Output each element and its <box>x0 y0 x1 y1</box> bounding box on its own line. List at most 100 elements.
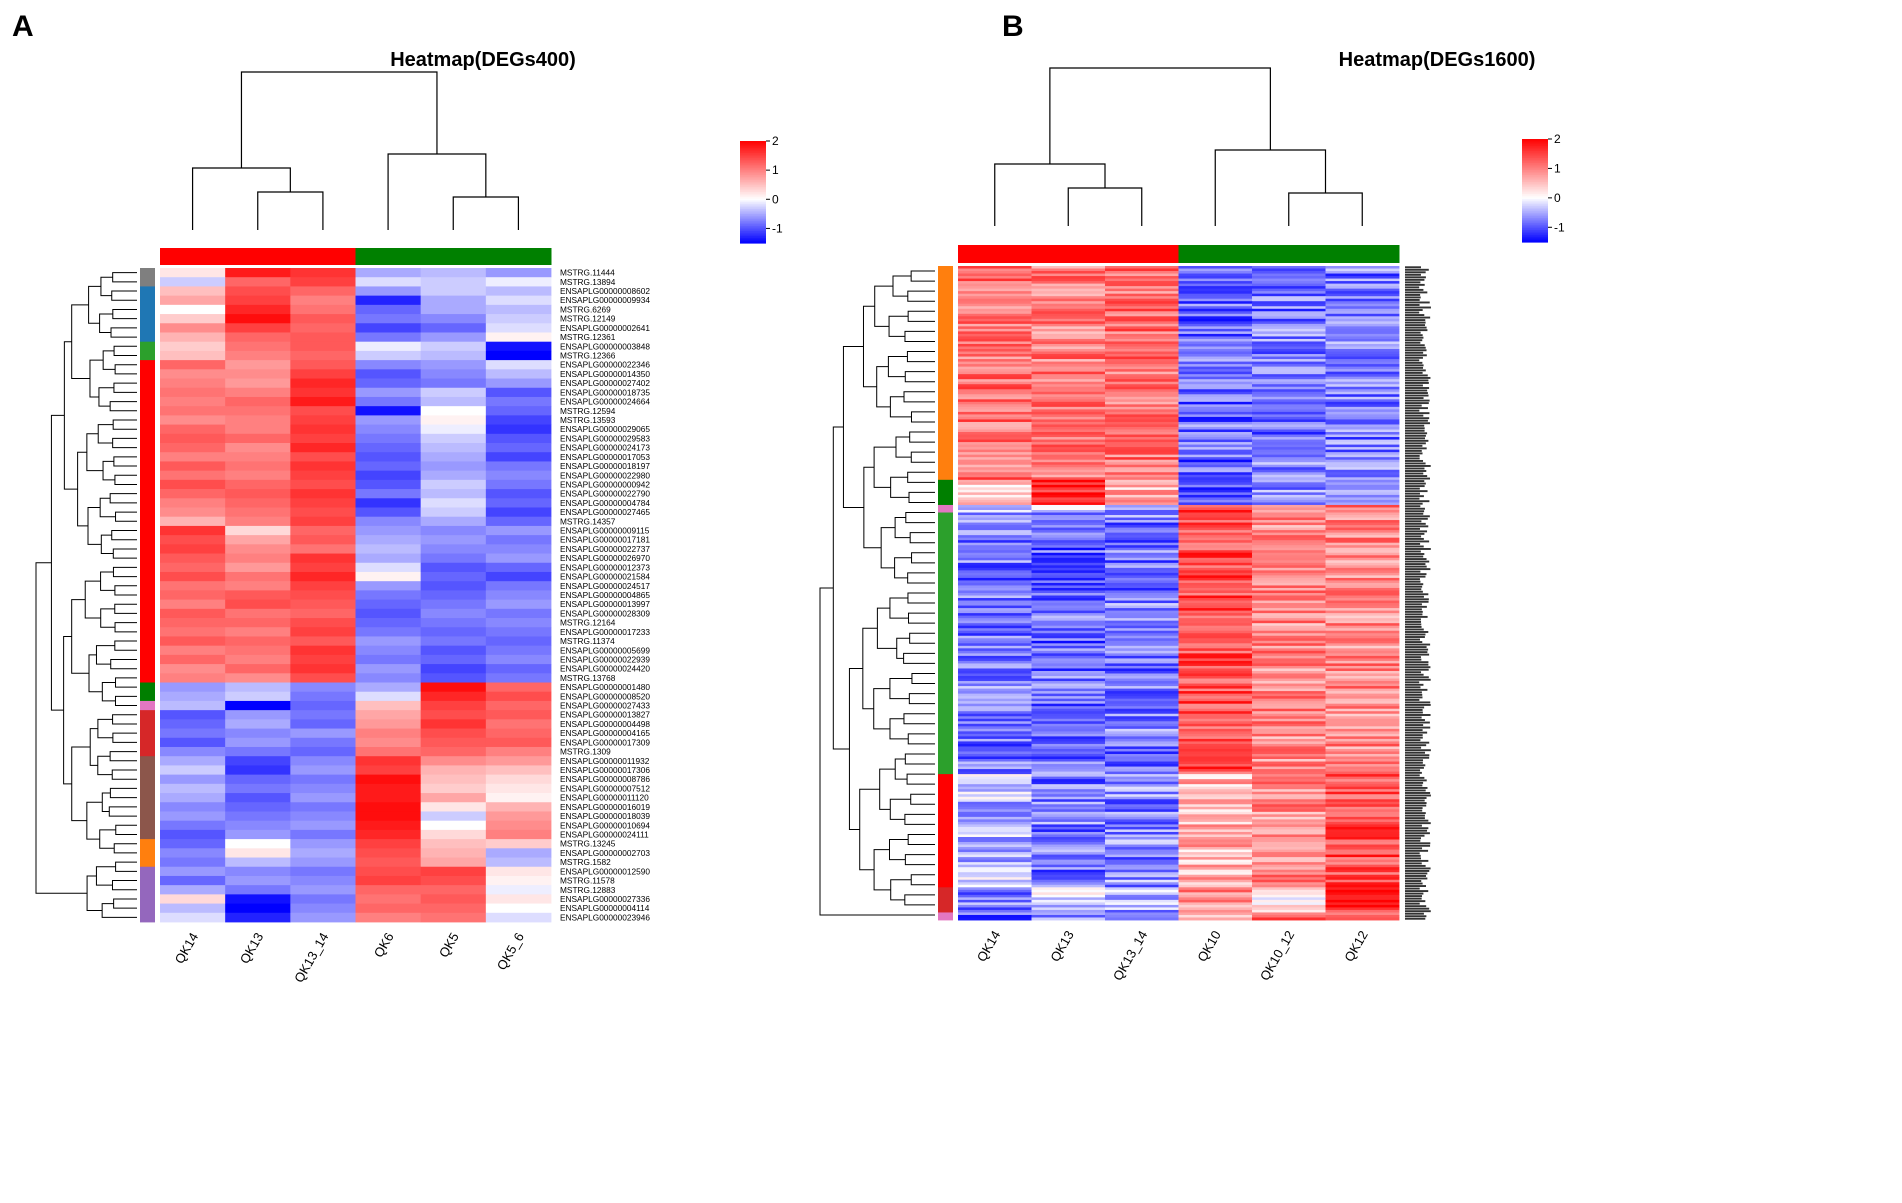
b-heatmap-cell <box>1031 439 1106 443</box>
a-heatmap-cell <box>160 350 226 361</box>
b-heatmap-cell <box>958 303 1032 307</box>
b-heatmap-cell <box>958 333 1032 337</box>
b-heatmap-cell <box>1325 266 1400 269</box>
a-heatmap-cell <box>160 857 226 868</box>
a-row-dendrogram <box>88 285 101 324</box>
b-heatmap-cell <box>1325 811 1400 815</box>
a-heatmap-cell <box>355 627 422 637</box>
b-row-label-mark <box>1405 615 1428 618</box>
b-row-label-mark <box>1405 309 1423 311</box>
b-row-label-mark <box>1405 286 1420 289</box>
b-row-dendrogram <box>880 527 896 569</box>
b-row-label-mark <box>1405 902 1420 905</box>
b-heatmap-cell <box>1252 437 1326 441</box>
b-heatmap-cell <box>1031 537 1106 541</box>
b-row-label-mark <box>1405 336 1424 339</box>
b-heatmap-cell <box>1031 618 1106 622</box>
b-heatmap-cell <box>1031 605 1106 609</box>
b-row-dendrogram <box>879 768 896 810</box>
b-heatmap-cell <box>958 726 1032 730</box>
b-heatmap-cell <box>1178 374 1253 378</box>
a-row-dendrogram <box>89 728 98 766</box>
b-heatmap-cell <box>1252 844 1326 848</box>
b-heatmap-cell <box>1178 298 1253 302</box>
b-heatmap-cell <box>1252 585 1326 589</box>
b-heatmap-cell <box>1252 741 1326 745</box>
a-heatmap-cell <box>485 793 552 803</box>
b-heatmap-cell <box>1031 706 1106 710</box>
b-row-label-mark <box>1405 676 1429 679</box>
a-row-cluster-bar <box>140 341 155 361</box>
b-heatmap-cell <box>1252 789 1326 793</box>
a-colorbar-step <box>740 192 766 195</box>
a-heatmap-cell <box>420 746 487 757</box>
b-row-label-mark <box>1405 379 1429 382</box>
b-heatmap-cell <box>1178 525 1253 529</box>
b-row-label-mark <box>1405 618 1421 621</box>
b-heatmap-cell <box>958 819 1032 823</box>
b-heatmap-cell <box>958 786 1032 790</box>
b-heatmap-cell <box>1105 738 1179 742</box>
a-heatmap-cell <box>160 682 226 693</box>
a-heatmap-cell <box>355 599 422 610</box>
a-heatmap-cell <box>485 820 552 831</box>
a-heatmap-cell <box>225 544 291 554</box>
b-heatmap-cell <box>958 909 1032 913</box>
b-row-label-mark <box>1405 387 1430 389</box>
b-heatmap-cell <box>958 321 1032 325</box>
b-colorbar-step <box>1522 169 1548 173</box>
b-row-label-mark <box>1405 626 1422 628</box>
b-heatmap-cell <box>1178 748 1253 752</box>
a-heatmap-cell <box>225 682 291 693</box>
b-heatmap-cell <box>1105 547 1179 551</box>
a-heatmap-cell <box>225 332 291 343</box>
b-heatmap-cell <box>1105 567 1179 571</box>
b-heatmap-cell <box>1252 301 1326 305</box>
b-heatmap-cell <box>1178 794 1253 798</box>
a-heatmap-cell <box>160 673 226 683</box>
a-heatmap-cell <box>485 415 552 425</box>
a-heatmap-cell <box>485 369 552 379</box>
b-heatmap-cell <box>1325 469 1400 473</box>
b-heatmap-cell <box>958 447 1032 451</box>
b-heatmap-cell <box>1105 323 1179 327</box>
a-heatmap-cell <box>290 627 356 637</box>
b-heatmap-cell <box>1178 582 1253 586</box>
b-row-label-mark <box>1405 553 1425 555</box>
b-row-label-mark <box>1405 321 1426 324</box>
b-heatmap-cell <box>1252 776 1326 780</box>
a-row-dendrogram <box>114 585 137 596</box>
b-heatmap-cell <box>1105 708 1179 712</box>
b-heatmap-cell <box>1105 268 1179 272</box>
b-row-label-mark <box>1405 427 1425 430</box>
a-row-dendrogram <box>112 548 137 559</box>
b-heatmap-cell <box>1031 814 1106 818</box>
b-row-label-mark <box>1405 797 1427 799</box>
b-heatmap-cell <box>1325 821 1400 825</box>
a-heatmap-cell <box>355 452 422 462</box>
b-heatmap-cell <box>958 746 1032 750</box>
b-heatmap-cell <box>1252 605 1326 609</box>
b-row-label-mark <box>1405 739 1421 742</box>
b-heatmap-cell <box>1105 308 1179 312</box>
b-heatmap-cell <box>1252 557 1326 561</box>
b-heatmap-cell <box>1325 381 1400 385</box>
b-heatmap-cell <box>1252 421 1326 425</box>
b-heatmap-cell <box>1178 738 1253 742</box>
b-heatmap-cell <box>958 271 1032 274</box>
b-heatmap-cell <box>1105 650 1179 654</box>
a-heatmap-cell <box>290 516 356 527</box>
b-heatmap-cell <box>1178 266 1253 269</box>
b-heatmap-cell <box>1252 359 1326 363</box>
b-heatmap-cell <box>1325 681 1400 685</box>
b-row-label-mark <box>1405 595 1424 598</box>
b-heatmap-cell <box>1325 726 1400 730</box>
a-heatmap-cell <box>290 903 356 914</box>
b-heatmap-cell <box>958 859 1032 863</box>
b-heatmap-cell <box>1325 676 1400 679</box>
b-heatmap-cell <box>1325 849 1400 853</box>
b-heatmap-cell <box>958 379 1032 383</box>
a-heatmap-cell <box>420 839 487 849</box>
b-colorbar-label: 2 <box>1554 132 1561 146</box>
b-heatmap-cell <box>1252 862 1326 866</box>
